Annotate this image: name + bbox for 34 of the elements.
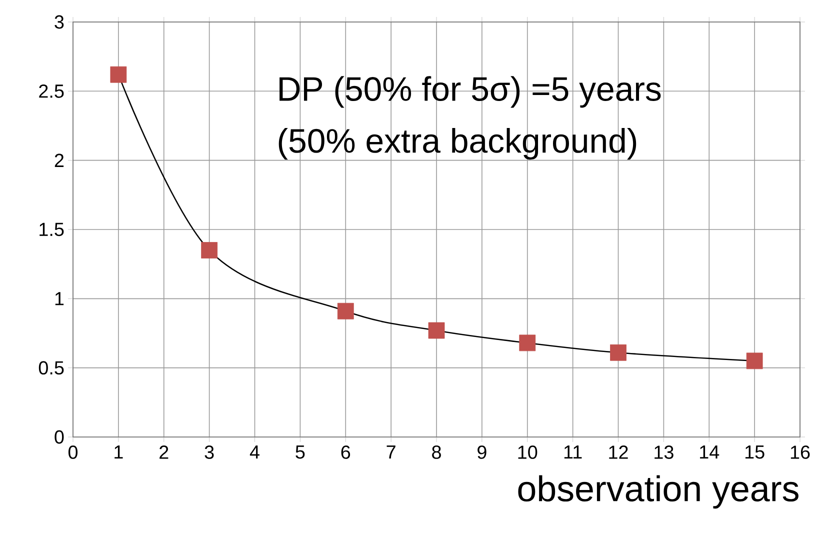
x-tick-label: 10 [518, 446, 538, 459]
point [337, 302, 354, 320]
x-tick-label: 3 [204, 446, 214, 459]
x-tick-label: 12 [609, 446, 628, 459]
y-tick-label: 1 [55, 292, 64, 306]
x-tick-label: 0 [68, 446, 78, 459]
x-tick-label: 15 [745, 446, 764, 459]
point [610, 344, 626, 361]
y-tick-label: 0.5 [38, 361, 64, 375]
x-tick-label: 13 [654, 446, 674, 459]
point [201, 242, 218, 258]
point [519, 334, 536, 352]
y-tick-label: 0 [54, 430, 64, 444]
point [428, 322, 445, 339]
x-tick-label: 16 [790, 446, 810, 459]
y-tick-label: 2 [54, 154, 64, 167]
x-tick-label: 1 [114, 446, 123, 459]
y-tick-label: 2.5 [39, 84, 64, 98]
x-tick-label: 2 [160, 446, 168, 459]
x-tick-label: 5 [296, 446, 305, 459]
x-tick-label: 14 [700, 446, 720, 459]
x-tick-label: 4 [250, 446, 260, 459]
x-tick-label: 9 [478, 446, 486, 459]
annotation: DP (50% for 5σ) =5 years [280, 76, 661, 108]
point [110, 66, 127, 83]
x-tick-label: 6 [341, 446, 350, 459]
annotation: (50% extra background) [278, 128, 636, 160]
x-axis-title: observation years [518, 475, 798, 509]
x-tick-label: 11 [564, 446, 582, 459]
y-tick-label: 3 [54, 15, 64, 29]
x-tick-label: 7 [386, 446, 396, 459]
point [746, 352, 763, 370]
x-tick-label: 8 [432, 446, 441, 459]
y-tick-label: 1.5 [40, 222, 64, 236]
